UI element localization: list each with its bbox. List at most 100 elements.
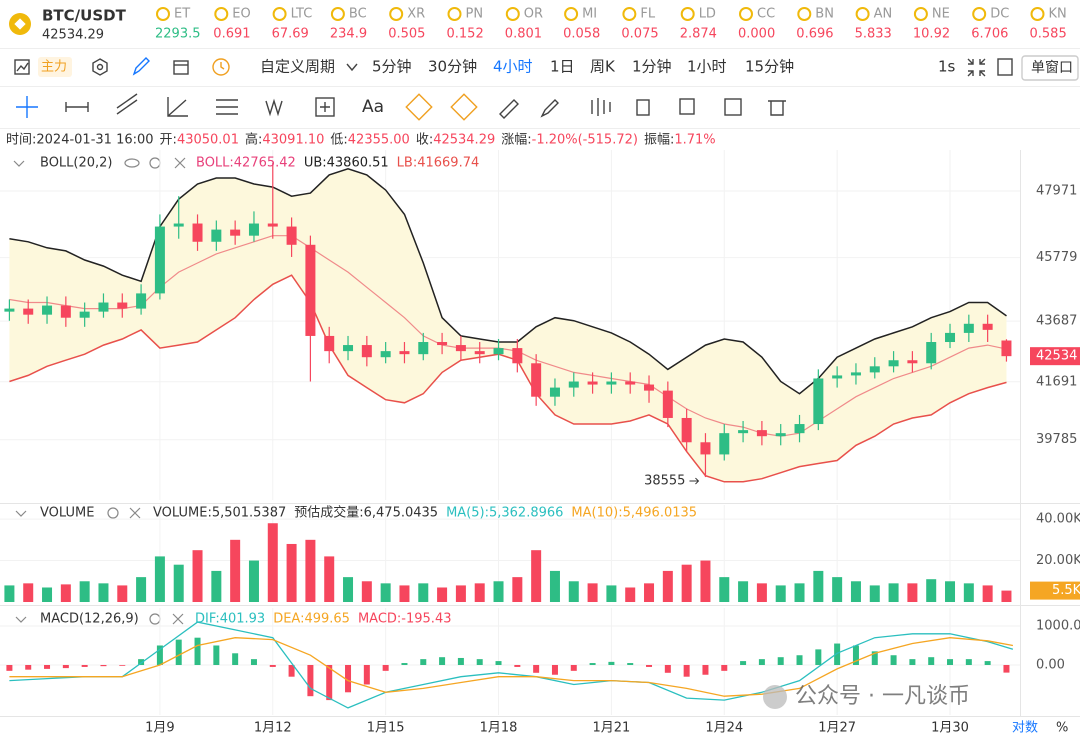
interval[interactable]: 1小时 [687,58,727,76]
collapse[interactable] [15,510,27,517]
volume-bar [512,577,523,602]
legend-icons[interactable] [13,157,186,625]
tool-magnet[interactable] [405,93,433,121]
main-label[interactable]: 主力 [41,60,67,75]
candle-body [286,226,297,245]
interval[interactable]: 5分钟 [372,58,412,76]
tool-ruler[interactable] [499,99,519,119]
last-volume-label: 5.5K [1052,583,1080,598]
candle-body [248,223,259,236]
macd-bar [457,657,464,665]
tool-lock[interactable] [450,93,478,121]
coin-name: ET [174,7,190,22]
coin-icon [330,7,345,21]
coin-name: OR [524,7,543,22]
log-toggle[interactable]: 对数 [1012,721,1038,736]
volume-bar [4,585,15,602]
period-label[interactable]: 自定义周期 [260,58,335,76]
icon-settings-dot[interactable] [96,63,104,71]
icon-window[interactable] [997,58,1013,76]
symbol: BTC/USDT [42,7,127,25]
legend-item: DIF:401.93 [195,612,265,627]
volume-bar [286,543,297,602]
tool-fib[interactable] [216,99,238,115]
interval[interactable]: 15分钟 [745,58,794,76]
candle-body [474,351,485,355]
info-label: 涨幅: [501,133,531,148]
icon-pen[interactable] [132,57,150,76]
coin-price: 0.801 [505,27,542,42]
legend-item: MACD:-195.43 [358,612,452,627]
volume-bar [963,583,974,602]
volume-bar [625,587,636,602]
tool-bars[interactable] [591,98,611,116]
tool-angle[interactable] [167,97,188,117]
volume-bar [1001,590,1012,602]
tool-delete[interactable] [768,100,786,116]
macd-bar [382,664,389,671]
icon-timer[interactable] [212,58,230,76]
toolbar-icons[interactable] [14,55,1079,81]
icon-calendar[interactable] [173,60,189,75]
close[interactable] [172,613,184,625]
main-chip[interactable] [38,57,72,77]
window-button[interactable] [1021,55,1079,81]
y-tick-label: 20.00K [1036,553,1080,568]
candle-body [794,424,805,434]
volume-bar [644,583,655,602]
logo [9,13,31,35]
macd-bar [495,661,502,665]
drawing-tools[interactable] [16,93,786,121]
macd-bar [928,657,935,665]
tool-channel[interactable] [116,93,138,115]
candle-body [192,223,203,242]
speed-label[interactable]: 1s [938,58,956,76]
interval[interactable]: 4小时 [493,58,533,76]
candle-body [211,229,222,242]
eye[interactable] [124,158,140,168]
interval[interactable]: 周K [590,58,616,76]
macd-bar [476,659,483,665]
tool-hline[interactable] [65,102,89,112]
window-label[interactable]: 单窗口 [1031,59,1073,76]
coin-price: 0.152 [447,27,484,42]
collapse[interactable] [13,160,25,167]
tool-edit[interactable] [724,98,742,116]
tool-measure[interactable] [315,97,335,117]
tool-text[interactable]: Aa [362,97,384,117]
coin-icon [855,7,870,21]
macd-bar [646,664,653,667]
tool-wave[interactable] [265,98,283,117]
tool-copy[interactable] [679,98,695,115]
pct-toggle[interactable]: % [1056,721,1068,736]
x-tick-label: 1月27 [818,721,856,736]
interval[interactable]: 30分钟 [428,58,477,76]
tool-brush[interactable] [540,99,559,118]
collapse[interactable] [15,616,27,623]
interval[interactable]: 1分钟 [632,58,672,76]
tool-doc[interactable] [636,99,650,116]
volume-bar [324,556,335,602]
tool-crosshair[interactable] [16,96,38,118]
icon-timer-hand[interactable] [220,62,225,70]
volume-bar [154,556,165,602]
icon-settings[interactable] [92,58,108,76]
info-value: 43050.01 [177,133,239,148]
dropdown-arrow[interactable] [346,63,358,72]
tool-measure-plus[interactable] [320,102,330,112]
volume-bar [60,584,71,602]
macd-bar [62,664,69,669]
gear[interactable] [107,507,119,519]
close[interactable] [174,157,186,169]
volume-bar [230,539,241,602]
legend-item: 预估成交量:6,475.0435 [294,505,438,521]
indicator-title: MACD(12,26,9) [40,612,139,627]
legend-item: UB:43860.51 [304,156,389,171]
icon-fullscreen[interactable] [967,58,986,77]
close[interactable] [129,507,141,519]
interval[interactable]: 1日 [550,58,575,76]
icon-chart-line[interactable] [16,62,29,72]
volume-bar [474,583,485,602]
icon-chart[interactable] [14,59,30,75]
coin-icon [972,7,987,21]
